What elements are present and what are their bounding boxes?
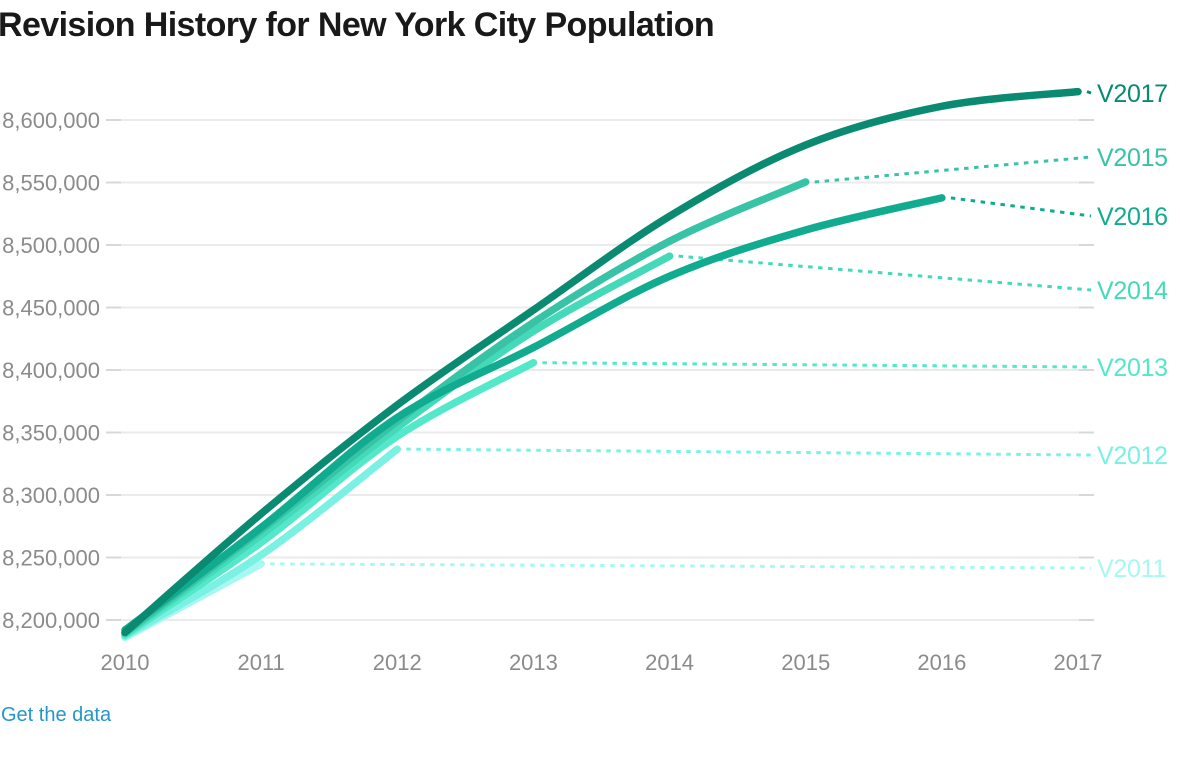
x-axis-tick-label: 2014 [645,650,694,675]
leader-line-v2011 [270,562,1092,570]
x-axis-tick-label: 2016 [917,650,966,675]
series-line-v2014 [121,252,674,638]
y-axis-tick-label: 8,600,000 [2,108,100,133]
leader-line-v2016 [950,196,1092,218]
x-axis-tick-label: 2012 [373,650,422,675]
y-axis-tick-label: 8,300,000 [2,483,100,508]
series-line-v2016 [121,194,946,634]
x-axis-tick-label: 2011 [237,650,284,675]
y-axis-tick-label: 8,200,000 [2,608,100,633]
leader-line-v2012 [406,447,1092,457]
series-label-v2011: V2011 [1097,555,1166,583]
x-axis-tick-label: 2010 [101,650,150,675]
leader-line-v2013 [542,361,1092,369]
x-axis-tick-label: 2013 [509,650,558,675]
leader-line-v2014 [678,254,1092,292]
y-axis-tick-label: 8,400,000 [2,358,100,383]
y-axis-tick-label: 8,550,000 [2,171,100,196]
x-axis-tick-label: 2015 [781,650,830,675]
series-label-v2012: V2012 [1097,442,1168,470]
x-axis-tick-label: 2017 [1054,650,1103,675]
series-label-v2017: V2017 [1097,80,1168,108]
y-axis-tick-label: 8,500,000 [2,233,100,258]
get-the-data-link[interactable]: Get the data [1,704,112,726]
y-axis-tick-label: 8,350,000 [2,421,100,446]
series-label-v2016: V2016 [1097,203,1168,231]
chart-title: Revision History for New York City Popul… [0,6,715,44]
y-axis-tick-label: 8,250,000 [2,546,100,571]
leader-line-v2015 [814,155,1092,184]
series-label-v2015: V2015 [1097,144,1168,172]
series-label-v2013: V2013 [1097,354,1168,382]
line-chart: 8,200,000 8,250,000 8,300,000 8,350,000 8,40… [2,80,1168,675]
series-label-v2014: V2014 [1097,277,1168,305]
y-axis-tick-label: 8,450,000 [2,296,100,321]
leader-line-v2017 [1086,90,1092,95]
series-line-v2017 [121,87,1082,637]
